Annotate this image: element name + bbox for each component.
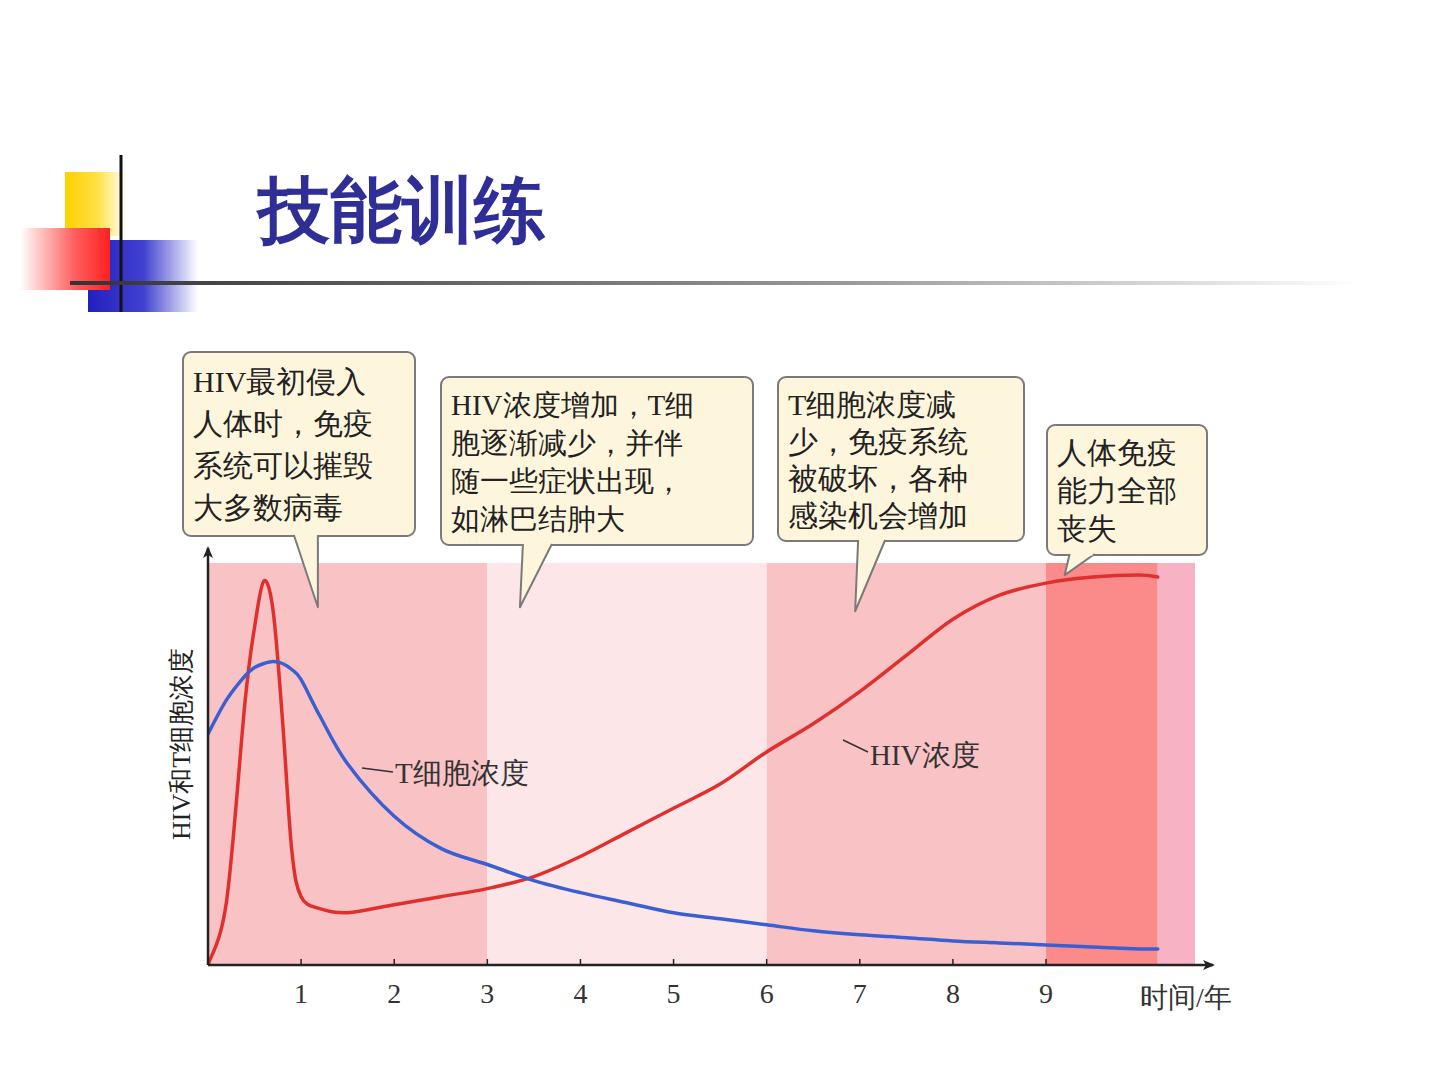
plot-area <box>208 563 1195 965</box>
callout-text: 系统可以摧毁 <box>193 449 373 482</box>
callout: T细胞浓度减少，免疫系统被破坏，各种感染机会增加 <box>778 377 1024 611</box>
x-tick <box>673 959 675 965</box>
callout-text: 能力全部 <box>1057 474 1177 507</box>
series-line <box>208 661 1158 949</box>
phase-band <box>1046 563 1158 965</box>
series-line <box>208 575 1158 965</box>
callout-text: 人体免疫 <box>1057 436 1177 469</box>
callout-text: 胞逐渐减少，并伴 <box>451 427 683 459</box>
callout-text: 大多数病毒 <box>193 491 343 524</box>
label-leader <box>843 740 868 752</box>
callout-pointer <box>855 540 885 611</box>
callout: 人体免疫能力全部丧失 <box>1047 425 1207 575</box>
x-tick-label: 4 <box>573 978 587 1009</box>
phase-band <box>1158 563 1195 965</box>
x-tick-label: 9 <box>1039 978 1053 1009</box>
callout-text: 如淋巴结肿大 <box>451 503 625 535</box>
callout: HIV最初侵入人体时，免疫系统可以摧毁大多数病毒 <box>183 352 415 607</box>
callout-text: 被破坏，各种 <box>788 462 968 495</box>
x-tick <box>487 959 489 965</box>
x-tick <box>952 959 954 965</box>
callout-text: 少，免疫系统 <box>788 425 968 458</box>
x-tick <box>393 959 395 965</box>
x-tick-label: 7 <box>853 978 867 1009</box>
callout-pointer <box>294 535 318 607</box>
callout-pointer <box>1065 554 1095 575</box>
callout-join <box>860 539 883 542</box>
title-decoration <box>20 155 1360 312</box>
callout-text: 随一些症状出现， <box>451 465 683 497</box>
y-axis-line <box>207 548 210 965</box>
callout-join <box>296 534 316 537</box>
x-tick-label: 8 <box>946 978 960 1009</box>
phase-band <box>487 563 766 965</box>
y-axis-title: HIV和T细胞浓度 <box>167 648 196 840</box>
x-tick <box>859 959 861 965</box>
deco-hline <box>70 281 1360 285</box>
series-label: HIV浓度 <box>870 739 980 771</box>
deco-vline <box>120 155 123 312</box>
callout-text: HIV最初侵入 <box>193 365 366 398</box>
callout-text: 感染机会增加 <box>788 499 968 532</box>
x-tick-label: 6 <box>760 978 774 1009</box>
x-axis-line <box>208 964 1213 967</box>
deco-yellow <box>65 172 127 236</box>
x-axis-title: 时间/年 <box>1140 982 1232 1013</box>
slide: 技能训练 1 2 3 4 5 6 7 8 9 时间/年 HIV和T细胞浓度 HIV浓度 T细胞浓度 HIV最… <box>0 0 1440 1080</box>
callout-join <box>525 543 550 546</box>
callout: HIV浓度增加，T细胞逐渐减少，并伴随一些症状出现， 如淋巴结肿大 <box>441 377 753 607</box>
callout-box <box>441 377 753 545</box>
axes: 1 2 3 4 5 6 7 8 9 <box>208 548 1213 1009</box>
callout-text: T细胞浓度减 <box>788 388 956 421</box>
callout-join <box>1072 553 1093 556</box>
x-tick <box>580 959 582 965</box>
label-leader <box>362 768 393 772</box>
callout-box <box>778 377 1024 541</box>
callout-text: HIV浓度增加，T细 <box>451 389 694 421</box>
series-label: T细胞浓度 <box>395 757 529 789</box>
x-tick-label: 3 <box>480 978 494 1009</box>
slide-title: 技能训练 <box>255 168 546 252</box>
x-tick-label: 2 <box>387 978 401 1009</box>
callout-text: 丧失 <box>1057 512 1117 545</box>
x-tick <box>1045 959 1047 965</box>
callout-box <box>1047 425 1207 555</box>
callout-box <box>183 352 415 536</box>
phase-band <box>767 563 1046 965</box>
deco-red <box>20 228 110 290</box>
x-tick-label: 5 <box>667 978 681 1009</box>
callout-text: 人体时，免疫 <box>193 407 373 440</box>
x-tick <box>766 959 768 965</box>
x-tick <box>300 959 302 965</box>
callout-pointer <box>520 544 552 607</box>
x-tick-label: 1 <box>294 978 308 1009</box>
